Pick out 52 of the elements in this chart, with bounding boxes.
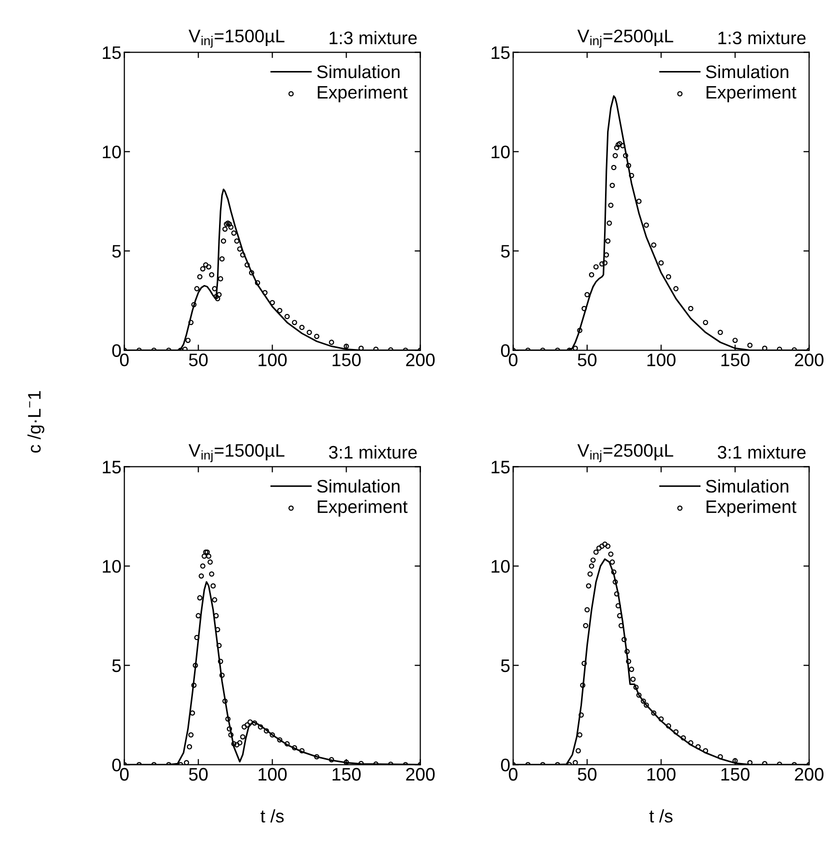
x-tick-label: 50 — [189, 354, 208, 366]
x-tick-label: 50 — [578, 768, 596, 781]
x-tick-label: 0 — [120, 354, 129, 366]
legend-label: Experiment — [318, 85, 408, 102]
x-axis-title: t /s — [649, 809, 673, 823]
x-tick-label: 100 — [258, 768, 287, 781]
chart-title: V$_{inj}$=1500µL — [188, 444, 284, 462]
x-tick-label: 200 — [406, 768, 435, 781]
chart-title: V$_{inj}$=1500µL — [188, 30, 284, 48]
x-tick-label: 200 — [406, 354, 435, 366]
y-tick-label: 5 — [501, 245, 510, 258]
chart-subtitle: 1:3 mixture — [330, 31, 417, 44]
y-tick-label: 0 — [112, 758, 121, 772]
x-tick-label: 100 — [647, 354, 676, 366]
x-tick-label: 50 — [189, 768, 208, 781]
x-axis-title: t /s — [260, 809, 284, 823]
y-tick-label: 10 — [102, 560, 121, 573]
y-tick-label: 15 — [492, 46, 510, 60]
chart-subtitle: 3:1 mixture — [718, 445, 806, 459]
y-tick-label: 0 — [501, 344, 510, 357]
y-tick-label: 5 — [112, 245, 121, 258]
x-tick-label: 150 — [721, 354, 750, 366]
y-tick-label: 5 — [501, 659, 510, 672]
chart-title: V$_{inj}$=2500µL — [577, 444, 674, 462]
x-tick-label: 50 — [578, 354, 596, 366]
y-tick-label: 0 — [112, 344, 121, 357]
x-tick-label: 200 — [794, 768, 824, 781]
x-tick-label: 100 — [647, 768, 676, 781]
legend-label: Simulation — [706, 64, 788, 78]
x-tick-label: 100 — [258, 354, 287, 366]
legend-label: Simulation — [317, 64, 400, 78]
y-axis-title: c /g·L$^{−}$1 — [27, 391, 44, 453]
y-tick-label: 10 — [492, 146, 510, 158]
y-tick-label: 15 — [102, 460, 121, 474]
legend-label: Experiment — [706, 500, 796, 517]
chart-subtitle: 3:1 mixture — [328, 445, 417, 459]
x-tick-label: 150 — [721, 768, 750, 781]
y-tick-label: 0 — [501, 758, 510, 772]
y-tick-label: 15 — [102, 46, 121, 60]
legend-label: Experiment — [706, 85, 796, 102]
y-tick-label: 15 — [492, 460, 510, 474]
y-tick-label: 10 — [102, 146, 121, 158]
chart-subtitle: 1:3 mixture — [718, 31, 806, 44]
y-tick-label: 10 — [492, 560, 510, 573]
chart-title: V$_{inj}$=2500µL — [577, 30, 674, 48]
y-tick-label: 5 — [112, 659, 121, 672]
legend-label: Experiment — [318, 500, 408, 517]
legend-label: Simulation — [317, 479, 400, 493]
x-tick-label: 200 — [794, 354, 824, 366]
x-tick-label: 150 — [332, 768, 361, 781]
legend-label: Simulation — [706, 479, 788, 493]
x-tick-label: 150 — [332, 354, 361, 366]
